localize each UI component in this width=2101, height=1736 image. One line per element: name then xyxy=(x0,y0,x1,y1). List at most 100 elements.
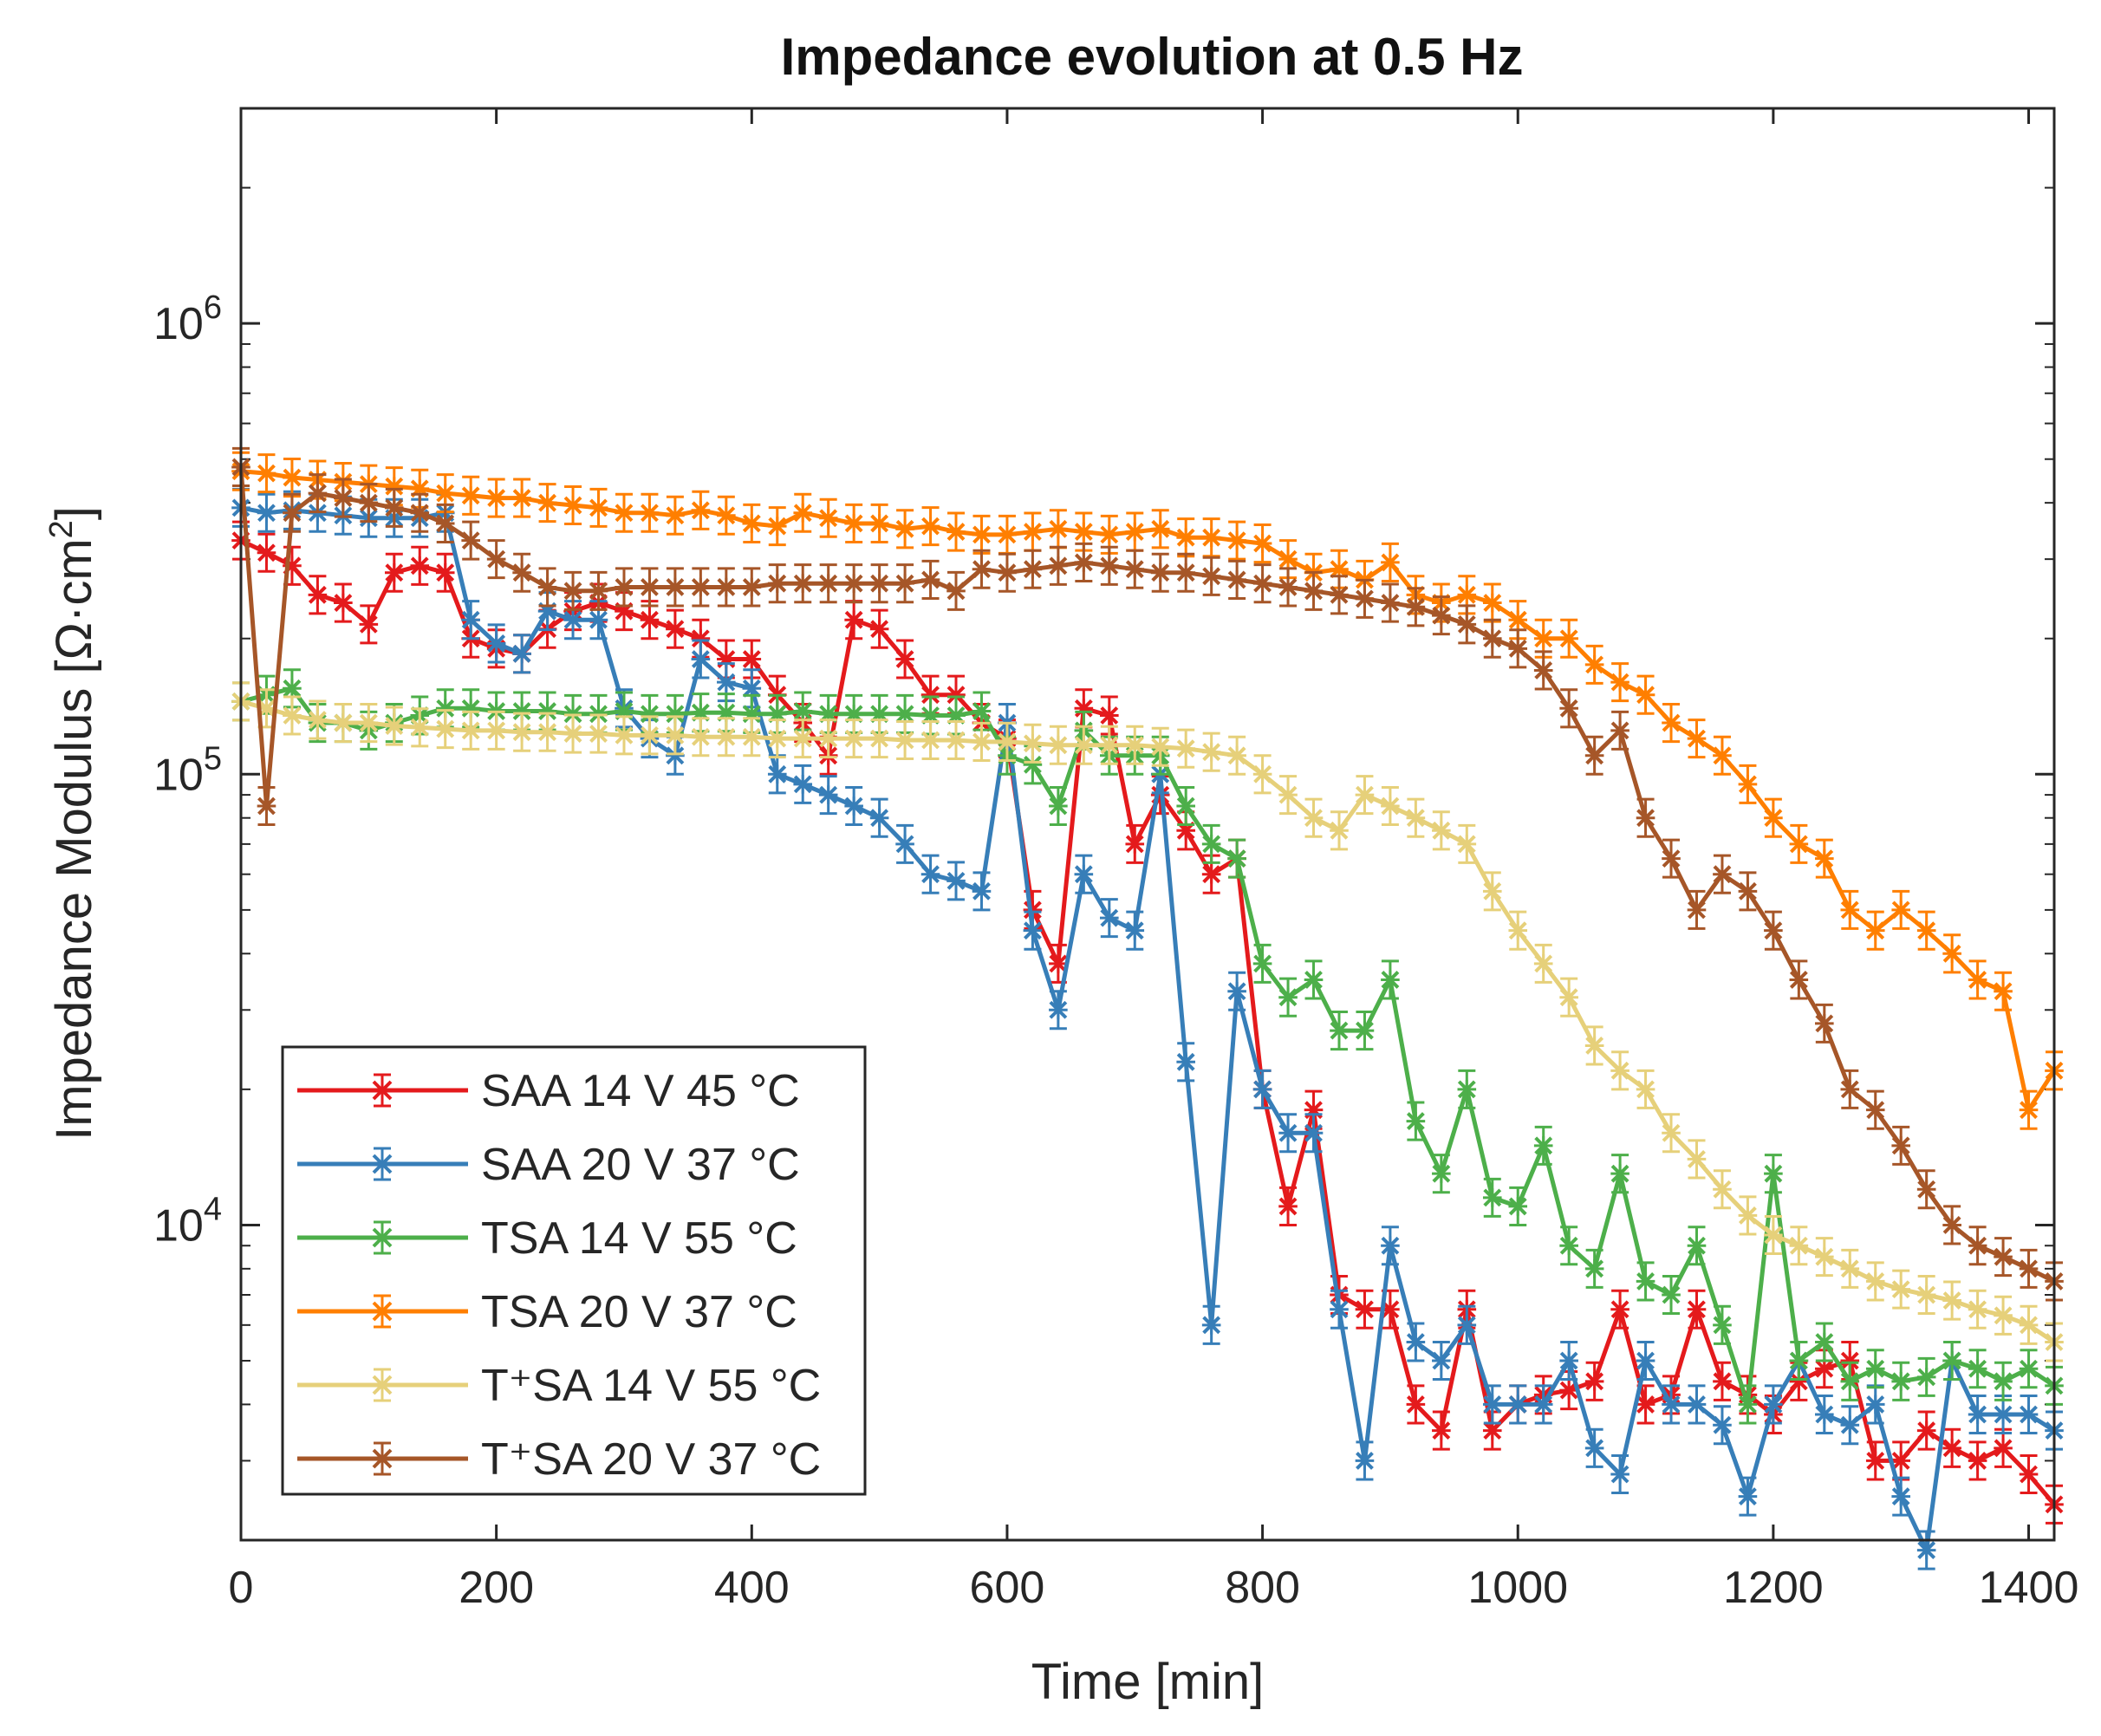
data-point xyxy=(1764,808,1783,828)
data-point xyxy=(1482,1421,1502,1440)
y-tick-label: 105 xyxy=(153,740,222,800)
data-point xyxy=(384,562,404,582)
data-point xyxy=(1968,1405,1987,1424)
data-point xyxy=(742,727,762,747)
data-point xyxy=(1916,1180,1936,1200)
data-point xyxy=(1610,1299,1629,1319)
legend: SAA 14 V 45 °C SAA 20 V 37 °C TSA 14 V 55 … xyxy=(281,1045,867,1496)
data-point xyxy=(461,486,480,505)
data-point xyxy=(742,577,762,597)
data-point xyxy=(869,729,889,748)
data-point xyxy=(1355,589,1375,608)
data-point xyxy=(640,610,660,629)
data-point xyxy=(1100,908,1119,927)
data-point xyxy=(1662,848,1681,868)
data-point xyxy=(1074,735,1094,755)
legend-marker xyxy=(372,1080,393,1101)
data-point xyxy=(1584,1036,1604,1056)
data-point xyxy=(767,764,787,784)
data-point xyxy=(1789,1236,1809,1256)
data-point xyxy=(1150,519,1170,539)
data-point xyxy=(1176,562,1195,582)
series-layer xyxy=(231,446,2064,1570)
data-point xyxy=(767,574,787,593)
data-point xyxy=(1636,1080,1655,1099)
data-point xyxy=(920,517,940,536)
data-point xyxy=(869,514,889,533)
data-point xyxy=(1916,1285,1936,1304)
data-point xyxy=(869,619,889,639)
data-point xyxy=(1304,582,1324,601)
data-point xyxy=(1994,1405,2013,1424)
data-point xyxy=(998,732,1017,751)
data-point xyxy=(1252,534,1272,553)
data-point xyxy=(691,628,711,648)
data-point xyxy=(1636,1351,1655,1370)
data-point xyxy=(283,705,302,725)
data-point xyxy=(1304,1123,1324,1143)
data-point xyxy=(563,582,582,601)
data-point xyxy=(1840,1080,1860,1099)
data-point xyxy=(1840,1259,1860,1278)
data-point xyxy=(972,881,992,901)
data-point xyxy=(1150,737,1170,757)
data-point xyxy=(2019,1465,2039,1484)
data-point xyxy=(742,679,762,699)
x-tick-label: 200 xyxy=(459,1563,534,1613)
data-point xyxy=(1355,785,1375,804)
data-point xyxy=(793,574,813,593)
data-point xyxy=(1662,1285,1681,1304)
data-point xyxy=(615,503,634,523)
x-tick-label: 1000 xyxy=(1467,1563,1568,1613)
data-point xyxy=(1074,864,1094,884)
data-point xyxy=(818,785,838,804)
y-axis-label: Impedance Modulus [Ω·cm2] xyxy=(43,506,102,1141)
data-point xyxy=(1049,556,1068,575)
data-point xyxy=(512,722,531,742)
data-point xyxy=(1559,628,1578,648)
data-point xyxy=(640,725,660,745)
y-axis: 104 105 106 xyxy=(153,289,2054,1251)
data-point xyxy=(818,729,838,748)
data-point xyxy=(1584,1372,1604,1391)
legend-marker xyxy=(372,1227,393,1248)
data-point xyxy=(435,484,455,503)
data-point xyxy=(1100,705,1119,725)
data-point xyxy=(1227,848,1246,868)
data-point xyxy=(895,649,914,669)
data-point xyxy=(717,727,736,747)
data-point xyxy=(717,505,736,525)
data-point xyxy=(410,503,430,523)
data-point xyxy=(1559,987,1578,1007)
data-point xyxy=(691,727,711,747)
data-point xyxy=(2019,1359,2039,1379)
data-point xyxy=(1840,901,1860,920)
data-point xyxy=(717,577,736,597)
data-point xyxy=(1764,1164,1783,1183)
legend-label: TSA 20 V 37 °C xyxy=(481,1287,797,1337)
legend-label: TSA 14 V 55 °C xyxy=(481,1213,797,1264)
data-point xyxy=(1636,808,1655,828)
data-point xyxy=(1176,796,1195,816)
data-point xyxy=(1891,1136,1911,1155)
data-point xyxy=(589,498,608,517)
legend-marker xyxy=(372,1154,393,1174)
data-point xyxy=(1713,1372,1732,1391)
data-point xyxy=(1968,1359,1987,1379)
series-t-sa-14-v-55-c xyxy=(231,681,2064,1362)
data-point xyxy=(946,582,966,601)
data-point xyxy=(563,496,582,515)
data-point xyxy=(1432,1421,1451,1440)
data-point xyxy=(1916,920,1936,940)
data-point xyxy=(283,503,302,523)
data-point xyxy=(2019,1259,2039,1278)
data-point xyxy=(1150,562,1170,582)
data-point xyxy=(767,729,787,748)
data-point xyxy=(1508,920,1528,940)
data-point xyxy=(1610,1164,1629,1183)
data-point xyxy=(2019,1405,2039,1424)
data-point xyxy=(1508,639,1528,659)
data-point xyxy=(283,468,302,487)
data-point xyxy=(1406,1111,1426,1131)
data-point xyxy=(1304,808,1324,828)
